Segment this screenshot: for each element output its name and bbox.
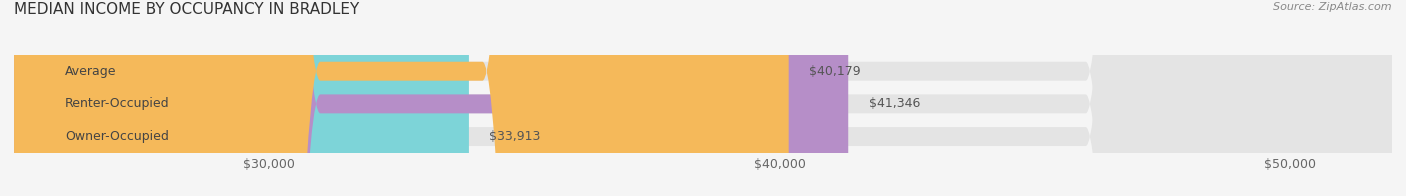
- FancyBboxPatch shape: [14, 0, 848, 196]
- Text: Source: ZipAtlas.com: Source: ZipAtlas.com: [1274, 2, 1392, 12]
- Text: $33,913: $33,913: [489, 130, 541, 143]
- Text: MEDIAN INCOME BY OCCUPANCY IN BRADLEY: MEDIAN INCOME BY OCCUPANCY IN BRADLEY: [14, 2, 360, 17]
- FancyBboxPatch shape: [14, 0, 1392, 196]
- Text: $41,346: $41,346: [869, 97, 920, 110]
- Text: Average: Average: [65, 65, 117, 78]
- FancyBboxPatch shape: [14, 0, 789, 196]
- FancyBboxPatch shape: [14, 0, 470, 196]
- Text: Renter-Occupied: Renter-Occupied: [65, 97, 170, 110]
- Text: Owner-Occupied: Owner-Occupied: [65, 130, 169, 143]
- FancyBboxPatch shape: [14, 0, 1392, 196]
- Text: $40,179: $40,179: [808, 65, 860, 78]
- FancyBboxPatch shape: [14, 0, 1392, 196]
